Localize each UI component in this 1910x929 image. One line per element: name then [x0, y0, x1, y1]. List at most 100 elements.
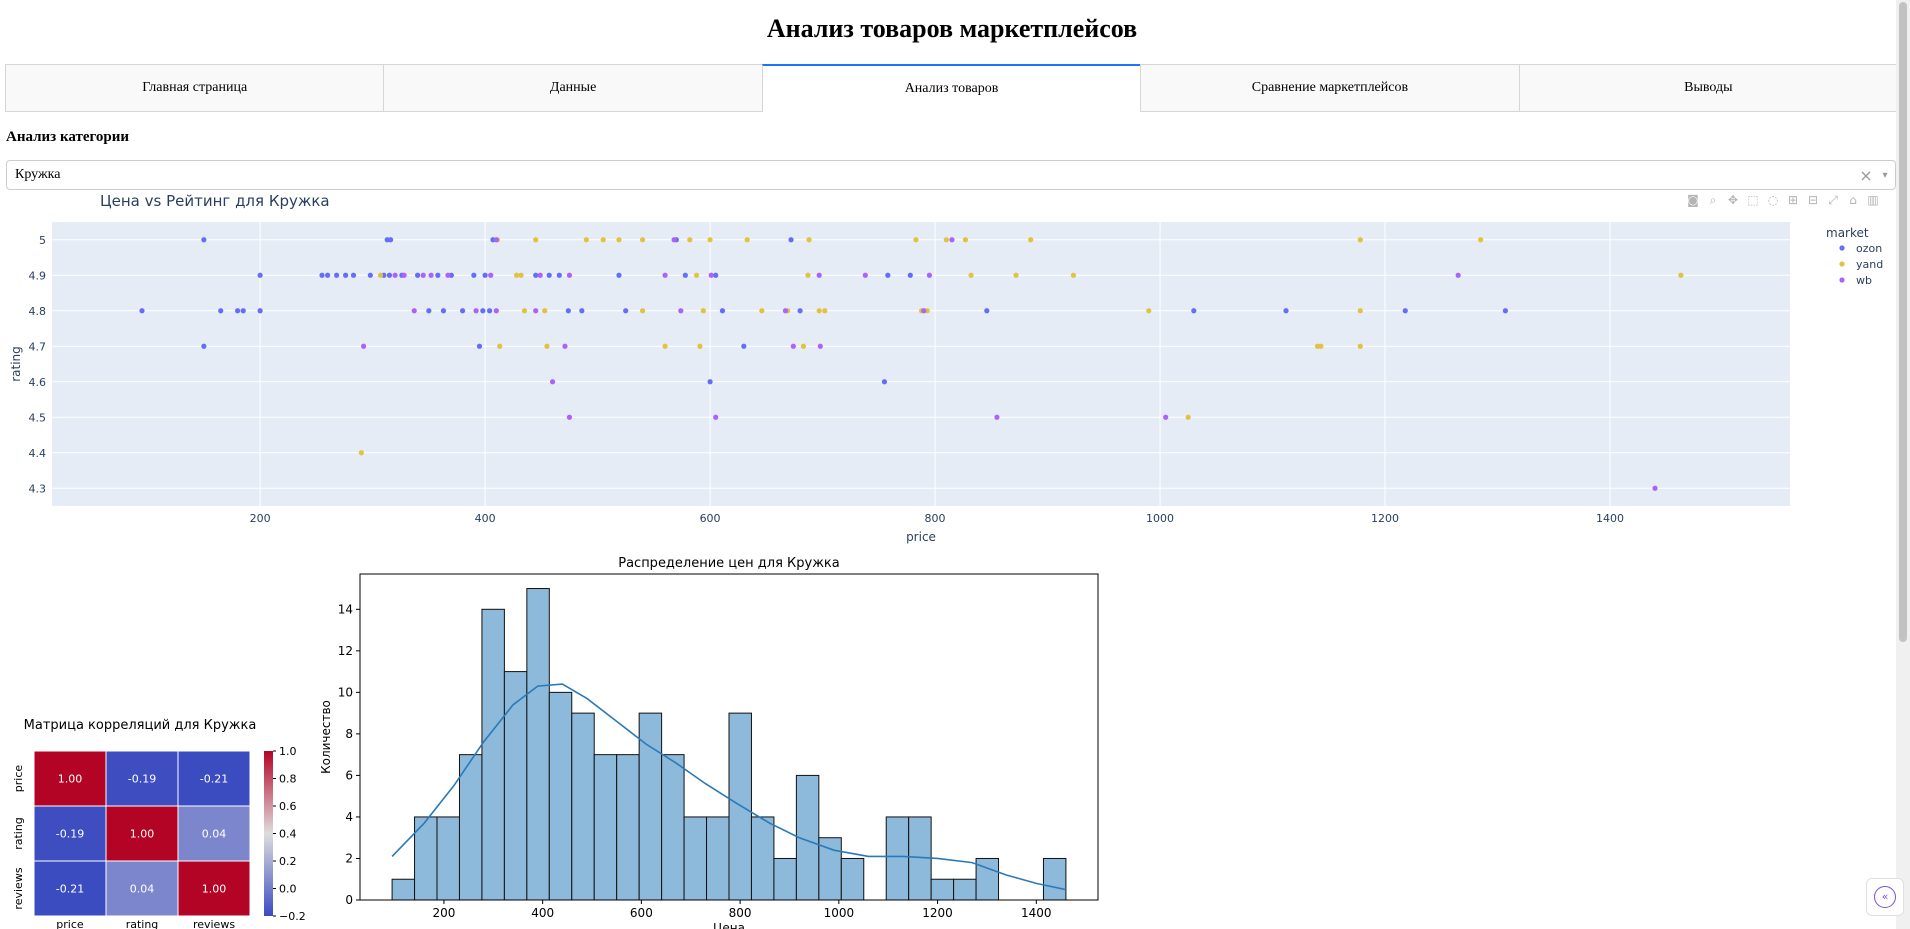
scatter-point-ozon [885, 273, 890, 278]
scatter-point-yand [522, 308, 527, 313]
histogram-bar [751, 817, 773, 900]
scatter-point-ozon [1403, 308, 1408, 313]
page-scrollbar[interactable] [1896, 0, 1910, 929]
clear-icon[interactable]: × [1857, 166, 1875, 185]
scatter-point-wb [567, 273, 572, 278]
legend-marker-wb [1839, 277, 1844, 282]
chevron-down-icon[interactable]: ▾ [1875, 170, 1895, 181]
heatmap-colorbar [264, 751, 273, 916]
scatter-point-ozon [557, 273, 562, 278]
scatter-point-yand [687, 237, 692, 242]
scatter-point-ozon [1503, 308, 1508, 313]
heatmap-row-label: reviews [12, 867, 25, 909]
scatter-point-yand [801, 344, 806, 349]
scatter-point-ozon [343, 273, 348, 278]
tab-marketplace-comparison[interactable]: Сравнение маркетплейсов [1140, 64, 1519, 112]
page-title: Анализ товаров маркетплейсов [0, 14, 1904, 44]
y-tick-label: 2 [345, 851, 353, 865]
scatter-point-ozon [713, 273, 718, 278]
scatter-point-ozon [482, 273, 487, 278]
scatter-point-ozon [368, 273, 373, 278]
heatmap-row-label: price [12, 765, 25, 793]
scatter-point-yand [378, 273, 383, 278]
scatter-point-ozon [471, 273, 476, 278]
y-tick-label: 14 [338, 602, 353, 616]
price-rating-scatter-chart[interactable]: Цена vs Рейтинг для Кружка 200 400 600 800 10… [0, 188, 1900, 548]
y-tick-label: 4 [345, 810, 353, 824]
histogram-bar [392, 879, 414, 900]
scatter-point-ozon [579, 308, 584, 313]
scatter-point-ozon [460, 308, 465, 313]
scatter-point-wb [994, 415, 999, 420]
scatter-point-wb [1652, 486, 1657, 491]
scatter-point-ozon [741, 344, 746, 349]
scatter-point-wb [538, 273, 543, 278]
scatter-point-ozon [707, 379, 712, 384]
scrollbar-thumb[interactable] [1899, 2, 1907, 642]
y-axis-label: rating [9, 346, 23, 382]
heatmap-cell-value: 1.00 [58, 773, 83, 786]
histogram-bar [572, 713, 594, 900]
heatmap-cell-value: -0.21 [56, 883, 84, 896]
colorbar-tick-label: 0.6 [279, 800, 297, 813]
heatmap-cell-value: 0.04 [202, 828, 227, 841]
scatter-point-ozon [435, 273, 440, 278]
tab-product-analysis[interactable]: Анализ товаров [762, 64, 1141, 112]
scatter-point-yand [544, 344, 549, 349]
histogram-bar [774, 858, 796, 900]
colorbar-tick-label: 0.0 [279, 883, 297, 896]
histogram-bar [549, 692, 571, 900]
scatter-point-ozon [201, 237, 206, 242]
y-tick-label: 10 [338, 685, 353, 699]
scatter-point-yand [913, 237, 918, 242]
scatter-point-ozon [984, 308, 989, 313]
x-tick-label: 600 [700, 512, 721, 525]
y-tick-label: 5 [39, 234, 46, 247]
scatter-point-wb [949, 237, 954, 242]
x-tick-label: 800 [925, 512, 946, 525]
category-dropdown-value: Кружка [15, 167, 1857, 183]
scatter-point-wb [927, 273, 932, 278]
x-tick-label: 200 [250, 512, 271, 525]
scatter-point-wb [1163, 415, 1168, 420]
scatter-point-yand [1358, 344, 1363, 349]
scatter-point-yand [640, 308, 645, 313]
scatter-point-yand [1186, 415, 1191, 420]
scatter-point-yand [359, 450, 364, 455]
category-dropdown[interactable]: Кружка × ▾ [6, 160, 1896, 190]
scatter-point-yand [1678, 273, 1683, 278]
colorbar-tick-label: 0.4 [279, 828, 297, 841]
scatter-point-yand [817, 308, 822, 313]
x-tick-label: 400 [475, 512, 496, 525]
histogram-bar [931, 879, 953, 900]
heatmap-cell-value: -0.21 [200, 773, 228, 786]
scatter-point-yand [533, 237, 538, 242]
histogram-bar [819, 838, 841, 900]
scatter-point-wb [361, 344, 366, 349]
tab-conclusions[interactable]: Выводы [1519, 64, 1898, 112]
scatter-point-ozon [201, 344, 206, 349]
scatter-point-yand [822, 308, 827, 313]
scatter-point-wb [393, 273, 398, 278]
scatter-point-wb [421, 273, 426, 278]
y-tick-label: 6 [345, 768, 353, 782]
colorbar-tick-label: −0.2 [279, 910, 306, 923]
y-tick-label: 0 [345, 893, 353, 907]
scatter-point-wb [488, 273, 493, 278]
scatter-point-wb [671, 237, 676, 242]
sidebar-toggle-button[interactable]: « [1866, 878, 1904, 916]
scatter-point-ozon [258, 308, 263, 313]
histogram-bar [886, 817, 908, 900]
y-tick-label: 4.3 [29, 482, 47, 495]
heatmap-col-label: price [56, 918, 84, 929]
tab-home[interactable]: Главная страница [5, 64, 384, 112]
scatter-point-ozon [241, 308, 246, 313]
scatter-point-yand [707, 237, 712, 242]
tab-data[interactable]: Данные [383, 64, 762, 112]
legend-label-yand: yand [1856, 258, 1883, 271]
scatter-point-ozon [218, 308, 223, 313]
scatter-point-yand [584, 237, 589, 242]
x-tick-label: 1200 [1371, 512, 1399, 525]
scatter-point-yand [1358, 308, 1363, 313]
legend-title: market [1826, 226, 1869, 240]
